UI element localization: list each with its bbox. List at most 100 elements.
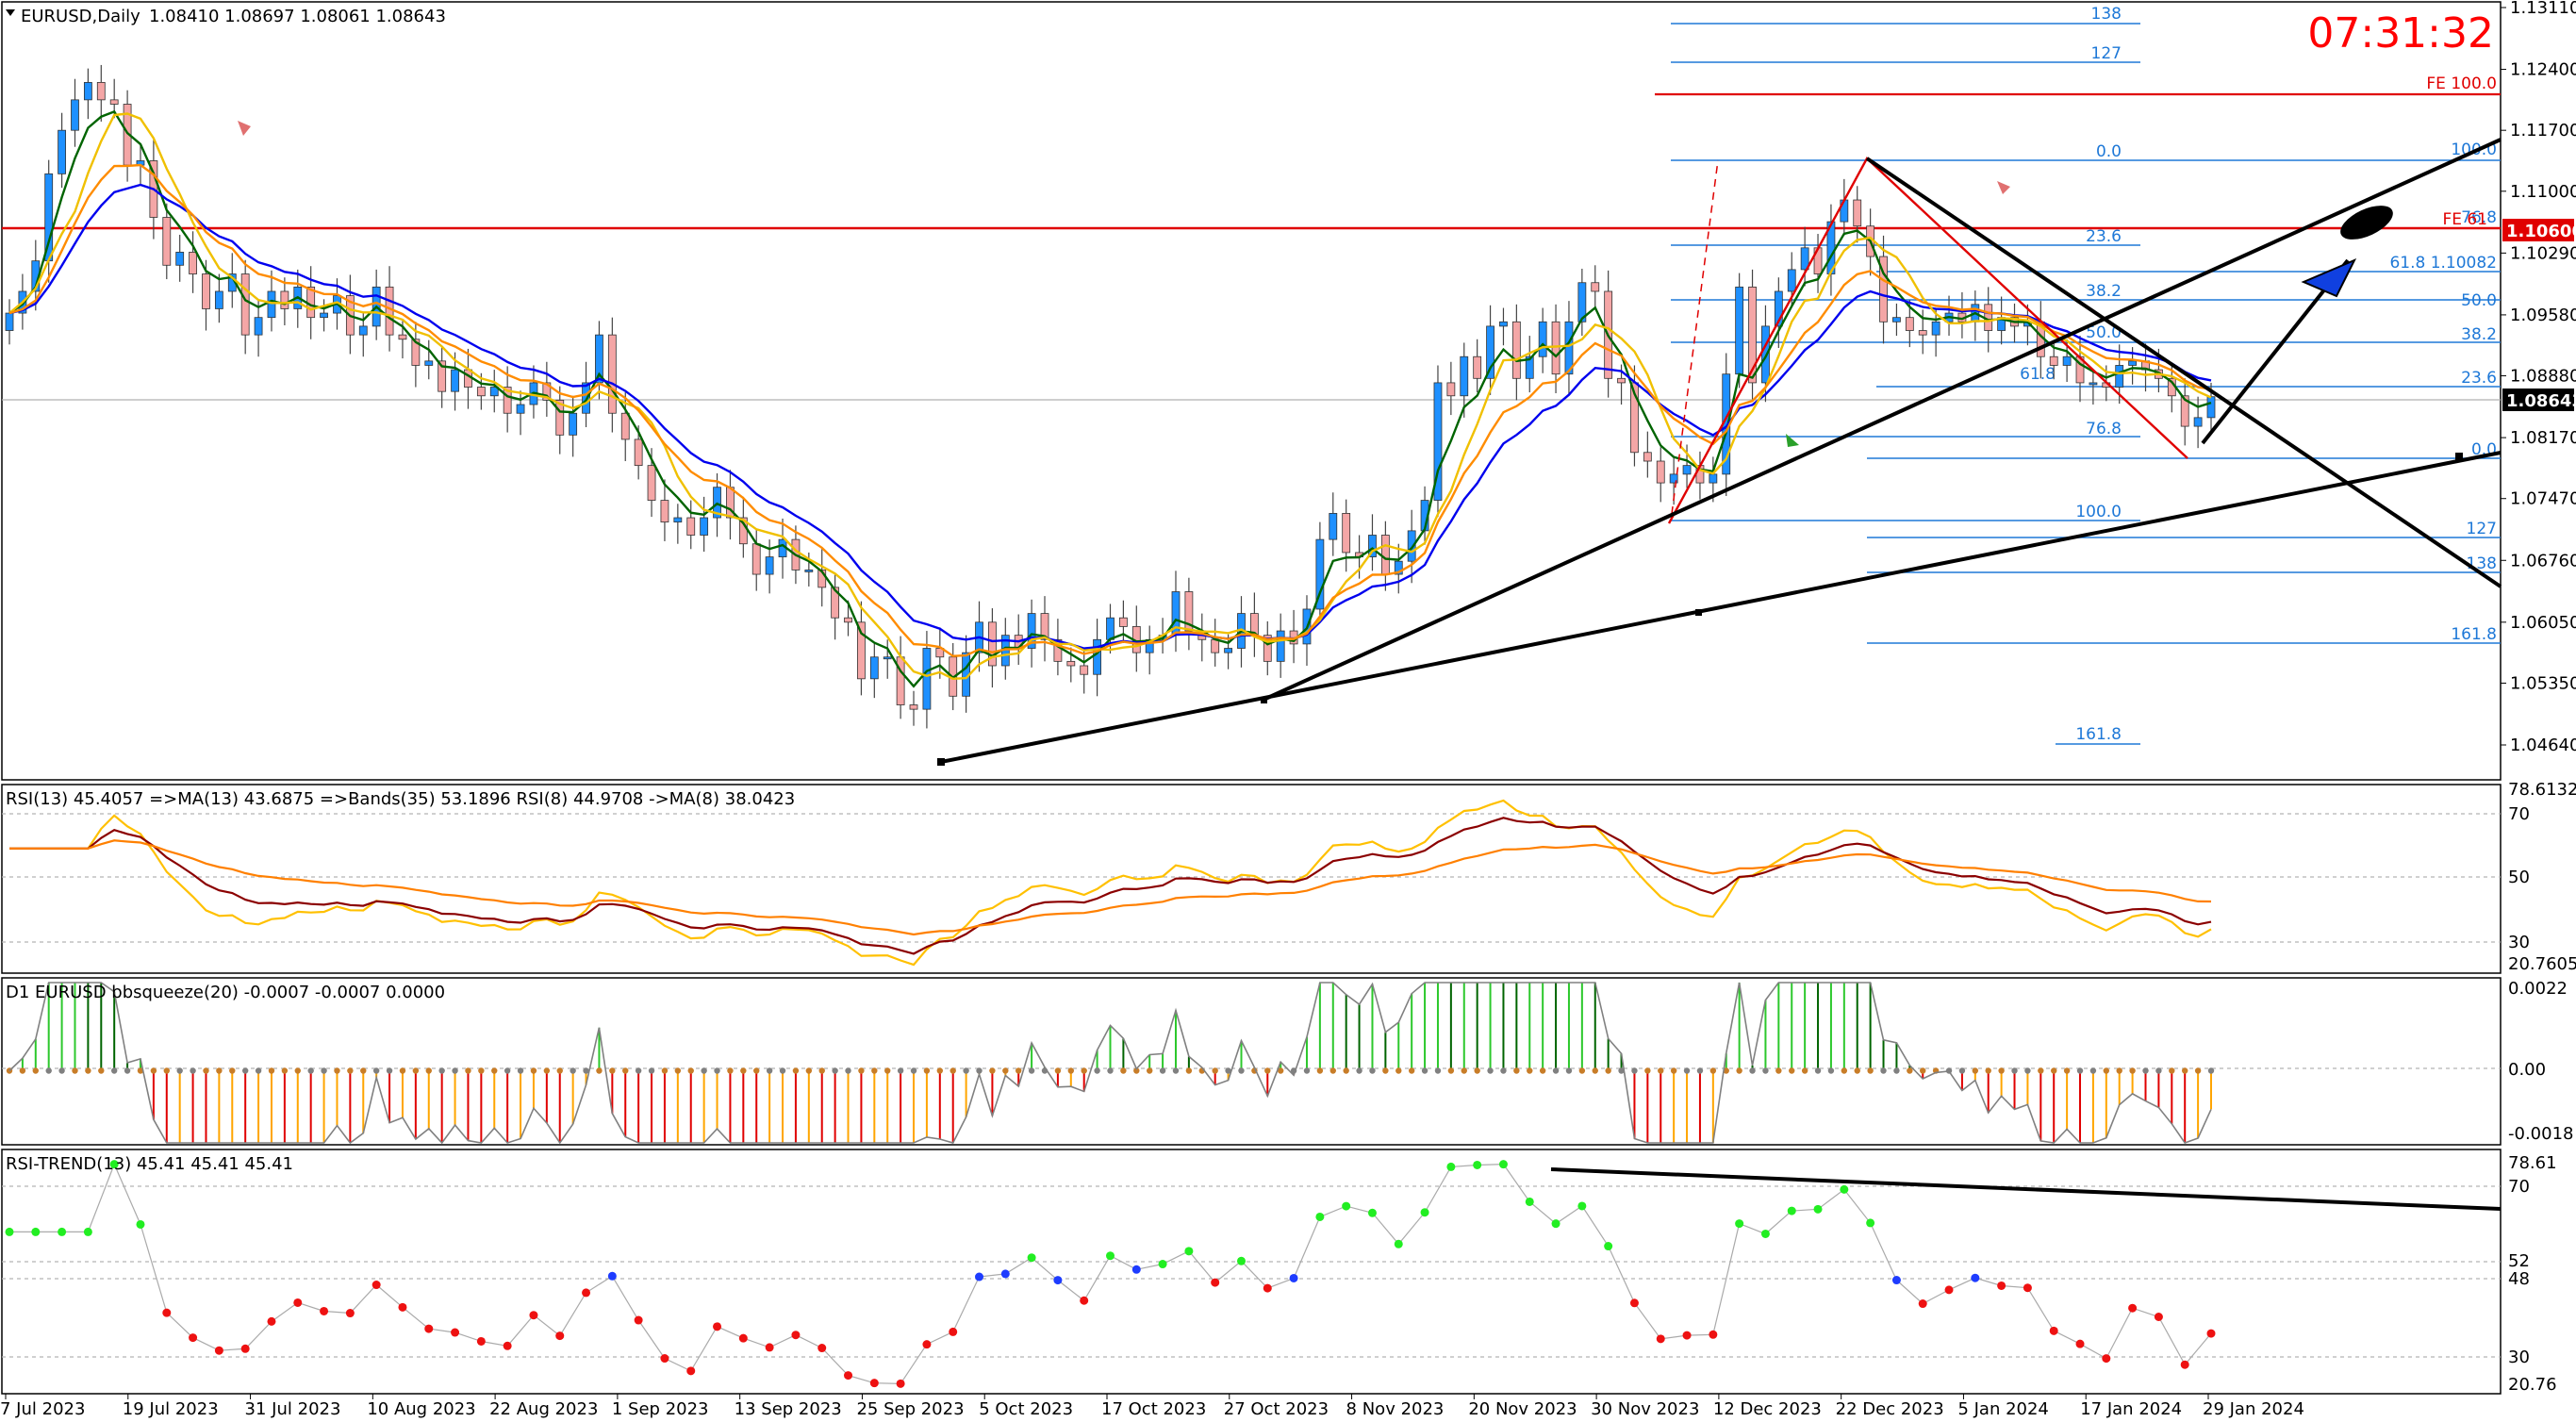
fib-label: 161.8 (2075, 725, 2122, 744)
candle-body (1591, 282, 1600, 292)
date-tick-label: 17 Jan 2024 (2080, 1399, 2182, 1419)
rsi-trend-dot (1446, 1162, 1456, 1171)
sell-arrow-icon (238, 121, 251, 136)
squeeze-dot (583, 1067, 589, 1074)
squeeze-dot (2038, 1067, 2044, 1074)
squeeze-dot (307, 1067, 314, 1074)
rsi-trend-dot (240, 1344, 250, 1353)
rsi-trend-dot (975, 1272, 984, 1281)
squeeze-dot (1644, 1067, 1651, 1074)
ohlc-values: 1.08410 1.08697 1.08061 1.08643 (149, 7, 446, 26)
trend-panel-title: RSI-TREND(13) 45.41 45.41 45.41 (6, 1154, 293, 1174)
trend-tick: 48 (2508, 1269, 2530, 1289)
anchor-point (1695, 609, 1702, 616)
candle-body (1511, 321, 1521, 379)
squeeze-dot (1316, 1067, 1324, 1074)
squeeze-dot (1552, 1067, 1560, 1074)
squeeze-dot (452, 1067, 458, 1074)
candle-body (831, 587, 840, 619)
candle-body (607, 334, 617, 414)
sell-arrow-icon (1997, 181, 2010, 194)
squeeze-dot (1527, 1067, 1533, 1074)
squeeze-dot (45, 1067, 52, 1074)
rsi-trend-dot (162, 1308, 172, 1317)
ma-blue-line (8, 183, 2212, 650)
date-tick-label: 5 Jan 2024 (1957, 1399, 2048, 1419)
rsi-trend-dot (555, 1331, 565, 1341)
squeeze-tick: 0.0022 (2508, 979, 2568, 999)
rsi-trend-dot (1106, 1251, 1115, 1261)
squeeze-dot (1605, 1067, 1611, 1074)
squeeze-dot (1972, 1067, 1979, 1074)
rsi-trend-dot (2128, 1303, 2138, 1313)
anchor-point (937, 758, 945, 766)
squeeze-dot (1264, 1067, 1271, 1074)
candle-body (1551, 321, 1560, 375)
rsi-trend-dots (5, 1160, 2216, 1388)
squeeze-dot (1185, 1067, 1193, 1074)
squeeze-dot (176, 1067, 183, 1074)
squeeze-dot (753, 1067, 760, 1074)
candle-body (896, 656, 905, 705)
squeeze-dot (963, 1067, 969, 1074)
ma-yellow-line (8, 112, 2212, 681)
squeeze-dot (1382, 1067, 1389, 1074)
rsi-trend-line[interactable] (1550, 1167, 2502, 1211)
squeeze-dot (1709, 1067, 1717, 1074)
price-tick-label: 1.07470 (2510, 489, 2576, 509)
squeeze-dot (2207, 1067, 2215, 1074)
candle-body (1617, 377, 1626, 384)
rsi-trend-dot (686, 1366, 696, 1376)
fibonacci-levels (1671, 23, 2501, 745)
trendline-rising[interactable] (1263, 138, 2502, 702)
rsi-trend-dot (1080, 1296, 1089, 1305)
rsi-trend-dot (267, 1316, 276, 1326)
squeeze-dot (1592, 1067, 1598, 1074)
squeeze-dot (1054, 1067, 1062, 1074)
fib-label: 38.2 (2086, 282, 2122, 301)
rsi-trend-dot (1211, 1278, 1220, 1287)
squeeze-dot (163, 1067, 170, 1074)
trendline-falling[interactable] (1865, 157, 2502, 588)
candle-body (1224, 648, 1232, 653)
candle-body (1027, 613, 1036, 649)
rsi-trend-dot (372, 1281, 381, 1290)
squeeze-dot (1107, 1067, 1114, 1074)
squeeze-dot (1461, 1067, 1467, 1074)
squeeze-dot (766, 1067, 773, 1074)
squeeze-dot (897, 1067, 904, 1074)
rsi-tick: 20.7605 (2508, 954, 2576, 974)
rsi-lines (9, 799, 2212, 967)
squeeze-dot (845, 1067, 851, 1074)
squeeze-dot (818, 1067, 825, 1074)
squeeze-dot (32, 1067, 39, 1074)
rsi-trend-dot (1498, 1160, 1508, 1169)
dropdown-triangle-icon[interactable] (6, 9, 15, 16)
rsi-trend-dot (1394, 1239, 1403, 1248)
price-tick-label: 1.08880 (2510, 367, 2576, 387)
rsi-trend-dot (1551, 1219, 1560, 1229)
rsi-trend-dot (189, 1333, 198, 1343)
rsi-tick: 30 (2508, 933, 2530, 952)
squeeze-dot (203, 1067, 209, 1074)
rsi-trend-dot (1891, 1276, 1901, 1285)
rsi-trend-dot (1682, 1331, 1692, 1340)
rsi-trend-dot (922, 1340, 932, 1349)
squeeze-dot (2011, 1067, 2018, 1074)
fib-label: 50.0 (2086, 323, 2122, 342)
squeeze-dot (294, 1067, 301, 1074)
trendline-lower[interactable] (940, 451, 2502, 764)
candle-body (451, 369, 459, 392)
date-tick-label: 20 Nov 2023 (1468, 1399, 1577, 1419)
candle-body (1643, 452, 1652, 462)
squeeze-dot (1631, 1067, 1638, 1074)
squeeze-dot (596, 1067, 603, 1074)
squeeze-dot (425, 1067, 432, 1074)
candle-body (2115, 365, 2124, 388)
squeeze-dot (268, 1067, 275, 1074)
squeeze-dot (438, 1067, 445, 1074)
fib-label: 127 (2091, 44, 2122, 63)
trendlines[interactable] (940, 138, 2502, 764)
date-tick-label: 29 Jan 2024 (2203, 1399, 2304, 1419)
